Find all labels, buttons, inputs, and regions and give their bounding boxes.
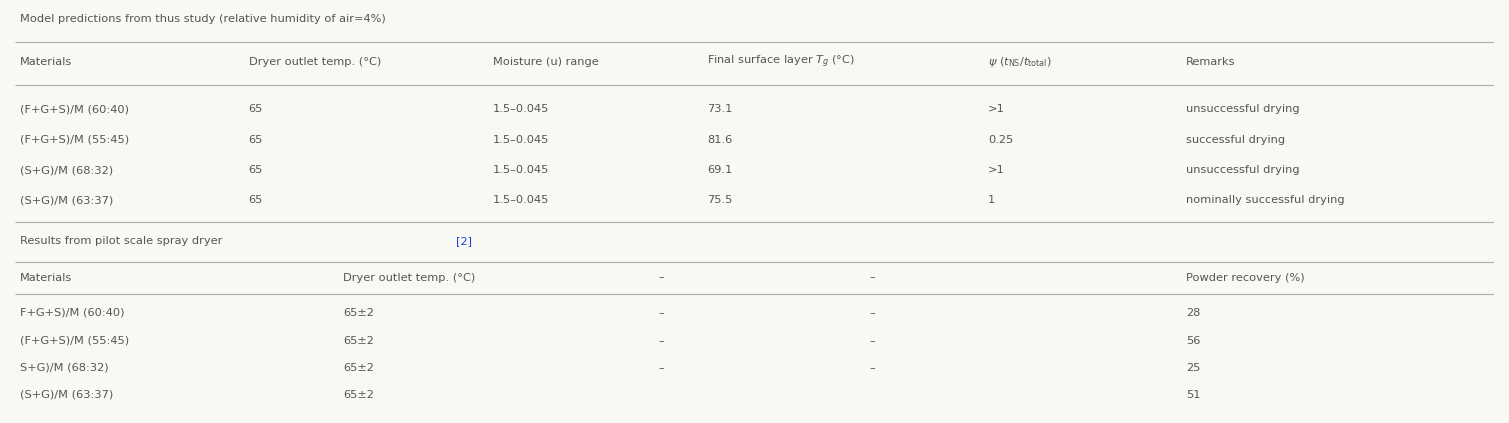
Text: (S+G)/M (68:32): (S+G)/M (68:32) (20, 165, 113, 175)
Text: 73.1: 73.1 (708, 104, 732, 115)
Text: 65±2: 65±2 (344, 308, 374, 318)
Text: [2]: [2] (456, 236, 472, 246)
Text: Model predictions from thus study (relative humidity of air=4%): Model predictions from thus study (relat… (20, 14, 385, 24)
Text: –: – (658, 335, 664, 346)
Text: (F+G+S)/M (60:40): (F+G+S)/M (60:40) (20, 104, 128, 115)
Text: unsuccessful drying: unsuccessful drying (1186, 104, 1299, 115)
Text: 65±2: 65±2 (344, 363, 374, 373)
Text: Materials: Materials (20, 272, 72, 283)
Text: $\psi$ ($t_{\mathrm{NS}}/t_{\mathrm{total}}$): $\psi$ ($t_{\mathrm{NS}}/t_{\mathrm{tota… (988, 55, 1052, 69)
Text: Dryer outlet temp. (°C): Dryer outlet temp. (°C) (344, 272, 475, 283)
Text: –: – (658, 363, 664, 373)
Text: Moisture (u) range: Moisture (u) range (493, 57, 599, 67)
Text: –: – (658, 308, 664, 318)
Text: –: – (869, 363, 875, 373)
Text: –: – (869, 335, 875, 346)
Text: >1: >1 (988, 104, 1005, 115)
Text: 51: 51 (1186, 390, 1201, 400)
Text: 69.1: 69.1 (708, 165, 732, 175)
Text: Remarks: Remarks (1186, 57, 1236, 67)
Text: Results from pilot scale spray dryer: Results from pilot scale spray dryer (20, 236, 225, 246)
Text: 0.25: 0.25 (988, 135, 1014, 145)
Text: 65: 65 (249, 135, 263, 145)
Text: unsuccessful drying: unsuccessful drying (1186, 165, 1299, 175)
Text: Powder recovery (%): Powder recovery (%) (1186, 272, 1305, 283)
Text: 28: 28 (1186, 308, 1201, 318)
Text: (F+G+S)/M (55:45): (F+G+S)/M (55:45) (20, 335, 128, 346)
Text: 65: 65 (249, 195, 263, 205)
Text: (S+G)/M (63:37): (S+G)/M (63:37) (20, 390, 113, 400)
Text: (F+G+S)/M (55:45): (F+G+S)/M (55:45) (20, 135, 128, 145)
Text: S+G)/M (68:32): S+G)/M (68:32) (20, 363, 109, 373)
Text: –: – (869, 308, 875, 318)
Text: 1.5–0.045: 1.5–0.045 (493, 195, 549, 205)
Text: 65: 65 (249, 104, 263, 115)
Text: 1.5–0.045: 1.5–0.045 (493, 165, 549, 175)
Text: >1: >1 (988, 165, 1005, 175)
Text: (S+G)/M (63:37): (S+G)/M (63:37) (20, 195, 113, 205)
Text: 81.6: 81.6 (708, 135, 732, 145)
Text: 1.5–0.045: 1.5–0.045 (493, 135, 549, 145)
Text: 1.5–0.045: 1.5–0.045 (493, 104, 549, 115)
Text: 65: 65 (249, 165, 263, 175)
Text: successful drying: successful drying (1186, 135, 1286, 145)
Text: nominally successful drying: nominally successful drying (1186, 195, 1345, 205)
Text: 75.5: 75.5 (708, 195, 732, 205)
Text: 65±2: 65±2 (344, 390, 374, 400)
Text: Materials: Materials (20, 57, 72, 67)
Text: 25: 25 (1186, 363, 1201, 373)
Text: 65±2: 65±2 (344, 335, 374, 346)
Text: F+G+S)/M (60:40): F+G+S)/M (60:40) (20, 308, 124, 318)
Text: 1: 1 (988, 195, 996, 205)
Text: 56: 56 (1186, 335, 1201, 346)
Text: Final surface layer $T_g$ (°C): Final surface layer $T_g$ (°C) (708, 53, 856, 70)
Text: –: – (658, 272, 664, 283)
Text: Dryer outlet temp. (°C): Dryer outlet temp. (°C) (249, 57, 380, 67)
Text: –: – (869, 272, 875, 283)
